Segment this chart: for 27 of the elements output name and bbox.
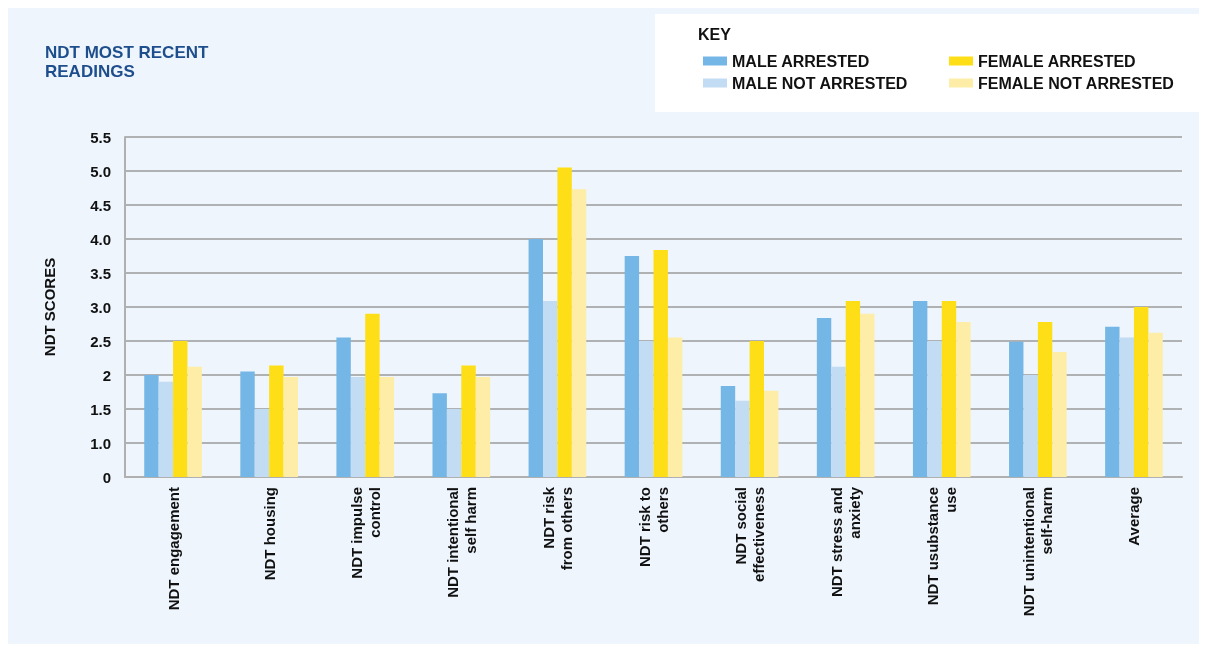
text: 3.0 [90, 298, 111, 316]
text: 5.5 [90, 128, 111, 146]
x-tick-label: NDT usubstance use [924, 487, 960, 606]
y-tick-label: 0 [102, 468, 111, 486]
legend-label: FEMALE ARRESTED [978, 52, 1136, 70]
legend-label: MALE NOT ARRESTED [732, 74, 908, 92]
x-tick-label: NDT unintentional self-harm [1020, 487, 1056, 617]
x-tick-label: NDT stress and anxiety [828, 486, 864, 598]
text: 3.5 [90, 264, 111, 282]
text: 1.5 [90, 400, 111, 418]
x-tick-label: NDT intentional self harm [443, 487, 479, 598]
legend-title: KEY [698, 25, 732, 43]
text: 5.0 [90, 162, 111, 180]
x-tick-label: NDT risk to others [636, 487, 671, 568]
legend-label: MALE ARRESTED [732, 52, 870, 70]
y-axis-title: NDT SCORES [41, 257, 58, 357]
x-tick-label: NDT engagement [164, 487, 182, 611]
text: 4.5 [90, 196, 111, 214]
x-tick-label: NDT impulse control [347, 487, 383, 579]
chart-title: NDT MOST RECENT READINGS [45, 43, 209, 81]
y-tick-label: 2 [102, 366, 111, 384]
text: 4.0 [90, 230, 111, 248]
text: 2.5 [90, 332, 111, 350]
x-tick-label: NDT housing [260, 487, 278, 581]
text: 1.0 [90, 434, 111, 452]
legend-label: FEMALE NOT ARRESTED [978, 74, 1174, 92]
x-tick-label: Average [1125, 487, 1143, 546]
